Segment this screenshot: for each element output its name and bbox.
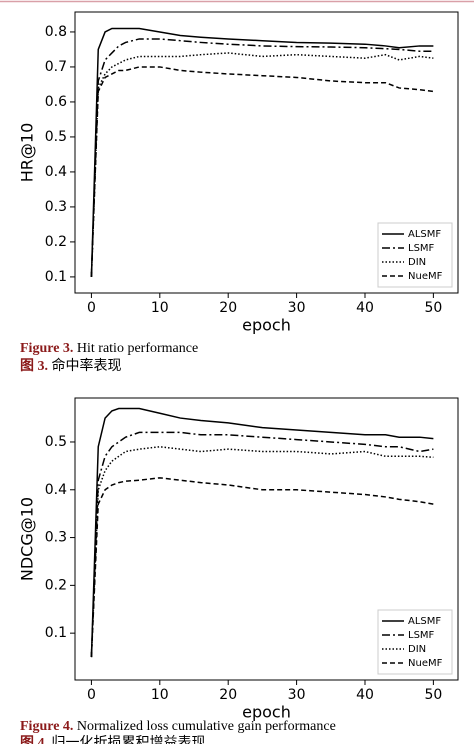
x-tick-label: 10 [151,687,169,703]
series-line [90,407,434,658]
series-line [90,38,434,277]
series-line [90,477,434,658]
caption-label-zh: 图 4. [20,735,48,744]
y-tick-label: 0.2 [45,577,67,593]
x-axis-label: epoch [242,703,291,722]
caption-zh: 图 4. 归一化折损累积增益表现 [20,734,206,744]
x-tick-label: 30 [288,687,306,703]
series-line [90,66,434,277]
x-axis-label: epoch [242,316,291,335]
x-tick-label: 50 [424,687,442,703]
legend-label: LSMF [408,630,435,641]
x-tick-label: 30 [288,300,306,316]
x-tick-label: 0 [87,300,96,316]
x-tick-label: 40 [356,300,374,316]
caption-label: Figure 4. [20,719,73,734]
caption-label: Figure 3. [20,341,73,356]
caption: Figure 3. Hit ratio performance [20,341,198,356]
y-tick-label: 0.2 [45,234,67,250]
x-tick-label: 20 [219,687,237,703]
caption: Figure 4. Normalized loss cumulative gai… [20,719,336,734]
y-tick-label: 0.7 [45,59,67,75]
x-tick-label: 50 [424,300,442,316]
caption-zh: 图 3. 命中率表现 [20,357,122,374]
y-axis-label: HR@10 [18,123,37,183]
legend-label: NueMF [408,658,443,669]
plot-frame [74,397,459,681]
y-tick-label: 0.1 [45,269,67,285]
legend-label: DIN [408,257,426,268]
y-tick-label: 0.6 [45,94,67,110]
y-tick-label: 0.5 [45,129,67,145]
caption-text-zh: 命中率表现 [52,357,122,374]
legend-label: LSMF [408,243,435,254]
series-line [90,27,434,277]
x-tick-label: 20 [219,300,237,316]
caption-text: Hit ratio performance [77,341,198,356]
caption-text: Normalized loss cumulative gain performa… [77,719,336,734]
y-tick-label: 0.4 [45,482,67,498]
caption-text-zh: 归一化折损累积增益表现 [52,734,206,744]
legend-label: NueMF [408,271,443,282]
x-tick-label: 40 [356,687,374,703]
caption-label-zh: 图 3. [20,358,48,374]
series-line [90,52,434,277]
legend-label: ALSMF [408,229,441,240]
legend-label: DIN [408,644,426,655]
legend-label: ALSMF [408,616,441,627]
plot-frame [74,11,459,294]
y-tick-label: 0.4 [45,164,67,180]
series-line [90,431,434,658]
y-axis-label: NDCG@10 [18,497,37,581]
y-tick-label: 0.8 [45,24,67,40]
y-tick-label: 0.3 [45,199,67,215]
x-tick-label: 0 [87,687,96,703]
y-tick-label: 0.1 [45,625,67,641]
y-tick-label: 0.3 [45,530,67,546]
x-tick-label: 10 [151,300,169,316]
y-tick-label: 0.5 [45,434,67,450]
